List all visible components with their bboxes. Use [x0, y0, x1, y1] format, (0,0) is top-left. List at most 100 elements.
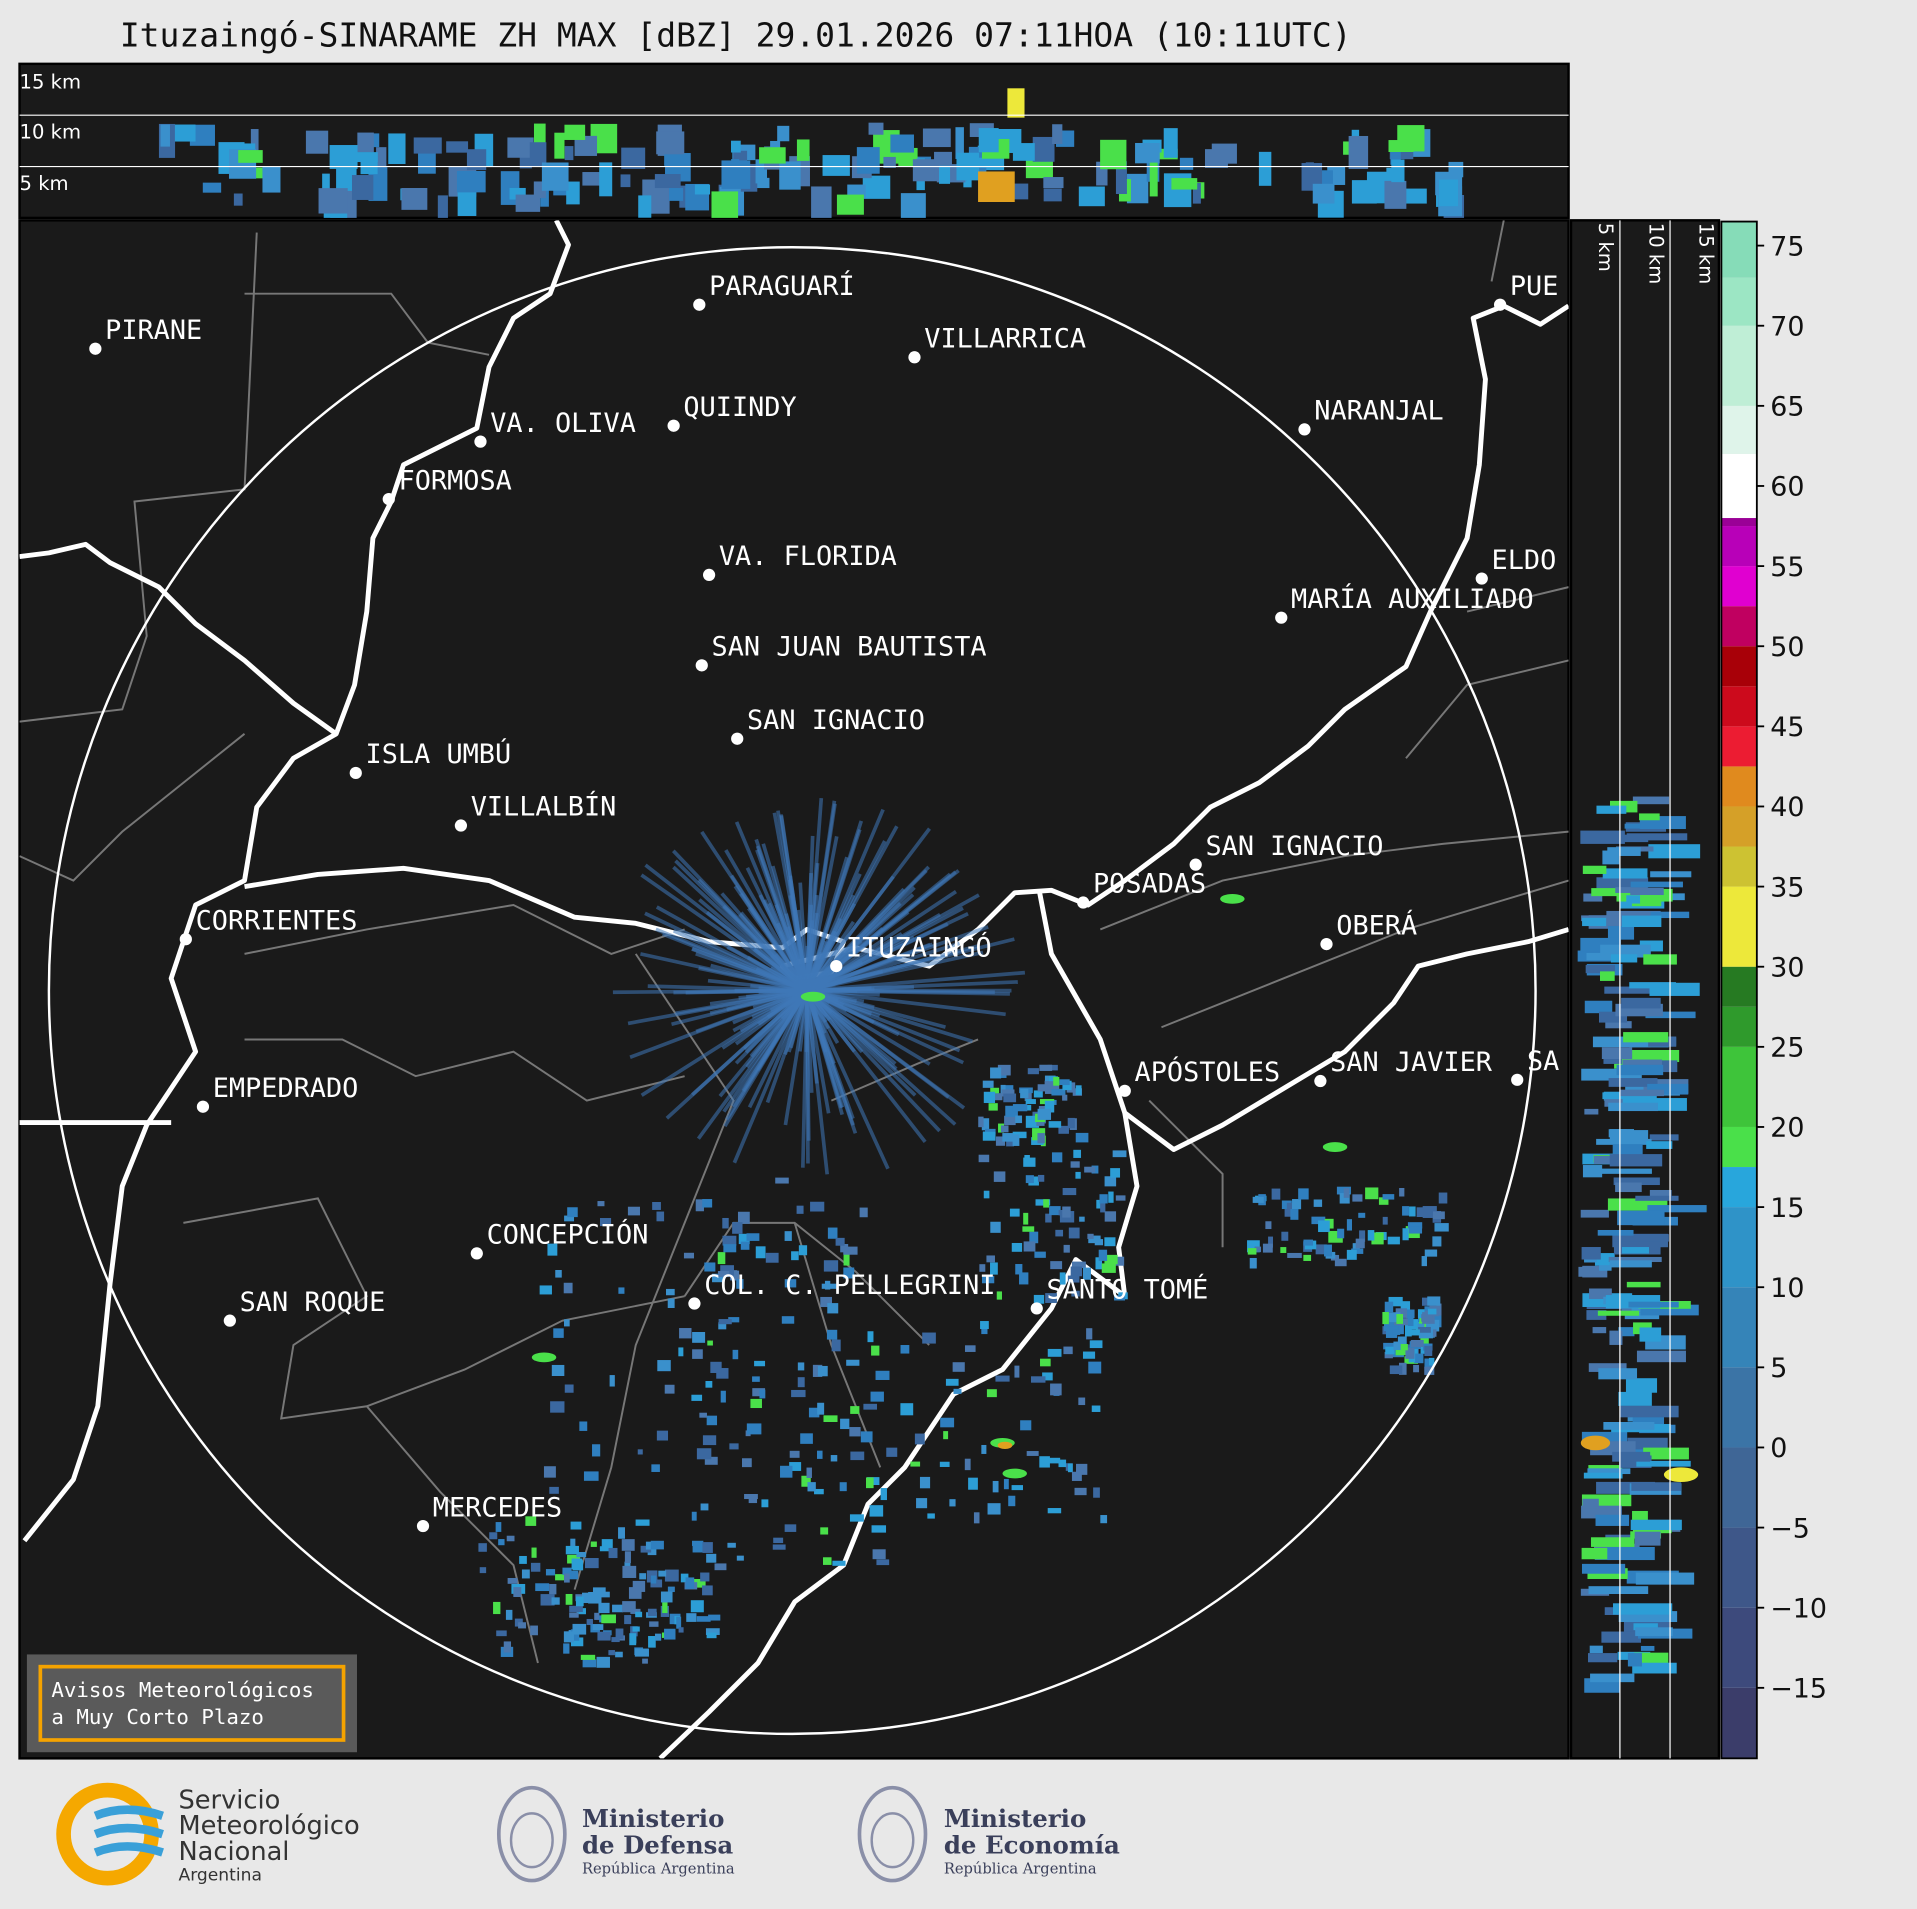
- echo-cell: [174, 124, 196, 142]
- echo-cell: [598, 1602, 610, 1614]
- echo-cell: [543, 1466, 556, 1478]
- echo-cell: [1079, 1216, 1085, 1222]
- echo-cell: [1012, 1131, 1027, 1139]
- echo-cell: [660, 1591, 673, 1603]
- echo-cell: [780, 1465, 793, 1478]
- echo-cell: [569, 1612, 579, 1618]
- city-label: COL. C. PELLEGRINI: [704, 1270, 995, 1301]
- logo-text: Argentina: [178, 1866, 261, 1886]
- echo-cell: [1643, 1447, 1689, 1460]
- echo-cell: [980, 1321, 989, 1330]
- echo-cell: [691, 1511, 697, 1521]
- echo-cell: [744, 1493, 758, 1500]
- echo-ray: [806, 935, 915, 993]
- echo-cell: [1627, 1437, 1668, 1450]
- echo-cell: [1410, 1319, 1419, 1330]
- height-label: 15 km: [20, 70, 81, 93]
- echo-cell: [978, 128, 999, 153]
- echo-cell: [1000, 1125, 1009, 1133]
- echo-cell: [717, 1252, 726, 1265]
- echo-cell: [1630, 1519, 1682, 1531]
- echo-cell: [890, 134, 914, 153]
- echo-cell: [1648, 844, 1701, 859]
- echo-cell: [827, 1227, 838, 1239]
- echo-cell: [650, 1579, 663, 1588]
- echo-cell: [1630, 1049, 1680, 1063]
- echo-cell: [1311, 1216, 1326, 1225]
- echo-cell: [1009, 1208, 1020, 1217]
- echo-cell: [1101, 1263, 1116, 1273]
- echo-cell: [567, 1207, 578, 1218]
- echo-cell: [1045, 1293, 1057, 1303]
- echo-cell: [563, 1282, 573, 1294]
- echo-cell: [1581, 1068, 1642, 1081]
- echo-cell: [1409, 1206, 1416, 1217]
- echo-cell: [712, 1273, 724, 1283]
- city-label: PIRANE: [105, 315, 202, 346]
- echo-cell: [413, 137, 442, 154]
- echo-cell: [1424, 1358, 1434, 1369]
- echo-cell: [1012, 1104, 1028, 1112]
- logo-text: de Defensa: [582, 1831, 733, 1860]
- echo-cell: [1640, 1645, 1655, 1651]
- echo-core: [1007, 88, 1025, 118]
- echo-cell: [740, 1241, 750, 1250]
- echo-cell: [618, 1287, 625, 1294]
- echo-cell: [850, 1406, 860, 1414]
- echo-cell: [862, 175, 891, 199]
- echo-cell: [1346, 1249, 1357, 1260]
- echo-cell: [1448, 161, 1464, 178]
- echo-cell: [1100, 1515, 1108, 1524]
- echo-cell: [1104, 1211, 1117, 1222]
- echo-cell: [1022, 1226, 1035, 1232]
- echo-cell: [822, 155, 850, 176]
- echo-cell: [1609, 1330, 1623, 1345]
- echo-cell: [1050, 1261, 1063, 1270]
- echo-cell: [549, 1486, 559, 1494]
- echo-cell: [1358, 1212, 1366, 1218]
- echo-cell: [1313, 1199, 1323, 1207]
- echo-cell: [886, 1447, 898, 1457]
- echo-cell: [582, 1659, 597, 1668]
- echo-cell: [376, 147, 387, 171]
- echo-cell: [1420, 1334, 1429, 1346]
- colorbar-tick-label: 50: [1770, 632, 1804, 663]
- echo-cell: [564, 1215, 575, 1222]
- echo-cell: [860, 1431, 873, 1443]
- echo-cell: [1058, 1125, 1069, 1134]
- echo-cell: [1026, 1451, 1039, 1456]
- echo-cell: [1621, 1247, 1649, 1254]
- echo-cell: [1427, 1296, 1441, 1306]
- echo-cell: [571, 1558, 583, 1570]
- echo-ray: [805, 798, 824, 991]
- city-label: PUE: [1510, 271, 1559, 302]
- echo-cell: [1602, 850, 1620, 865]
- city-dot: [1118, 1084, 1131, 1097]
- echo-cell: [1424, 1249, 1438, 1257]
- echo-cell: [1592, 1036, 1651, 1048]
- echo-cell: [872, 1549, 886, 1560]
- city-dot: [1511, 1073, 1524, 1086]
- echo-cell: [772, 1544, 786, 1550]
- echo-cell: [1071, 1471, 1082, 1481]
- echo-cell: [627, 1206, 640, 1216]
- echo-cell: [718, 1319, 732, 1325]
- echo-cell: [1580, 830, 1625, 844]
- colorbar-tick-label: −15: [1770, 1674, 1827, 1705]
- echo-cell: [1438, 1192, 1448, 1204]
- echo-cell: [1588, 1363, 1627, 1372]
- city-label: OBERÁ: [1336, 909, 1417, 941]
- echo-cell: [1378, 1197, 1389, 1205]
- echo-cell: [755, 1246, 766, 1259]
- echo-core: [997, 1441, 1013, 1450]
- echo-cell: [1096, 161, 1108, 186]
- echo-cell: [615, 1651, 623, 1658]
- echo-cell: [564, 1573, 570, 1583]
- echo-ray: [695, 988, 808, 1034]
- echo-cell: [738, 1233, 750, 1245]
- echo-cell: [988, 1103, 998, 1111]
- city-dot: [1314, 1074, 1327, 1088]
- echo-core: [978, 171, 1015, 203]
- echo-cell: [1647, 1205, 1707, 1213]
- echo-cell: [754, 1360, 766, 1367]
